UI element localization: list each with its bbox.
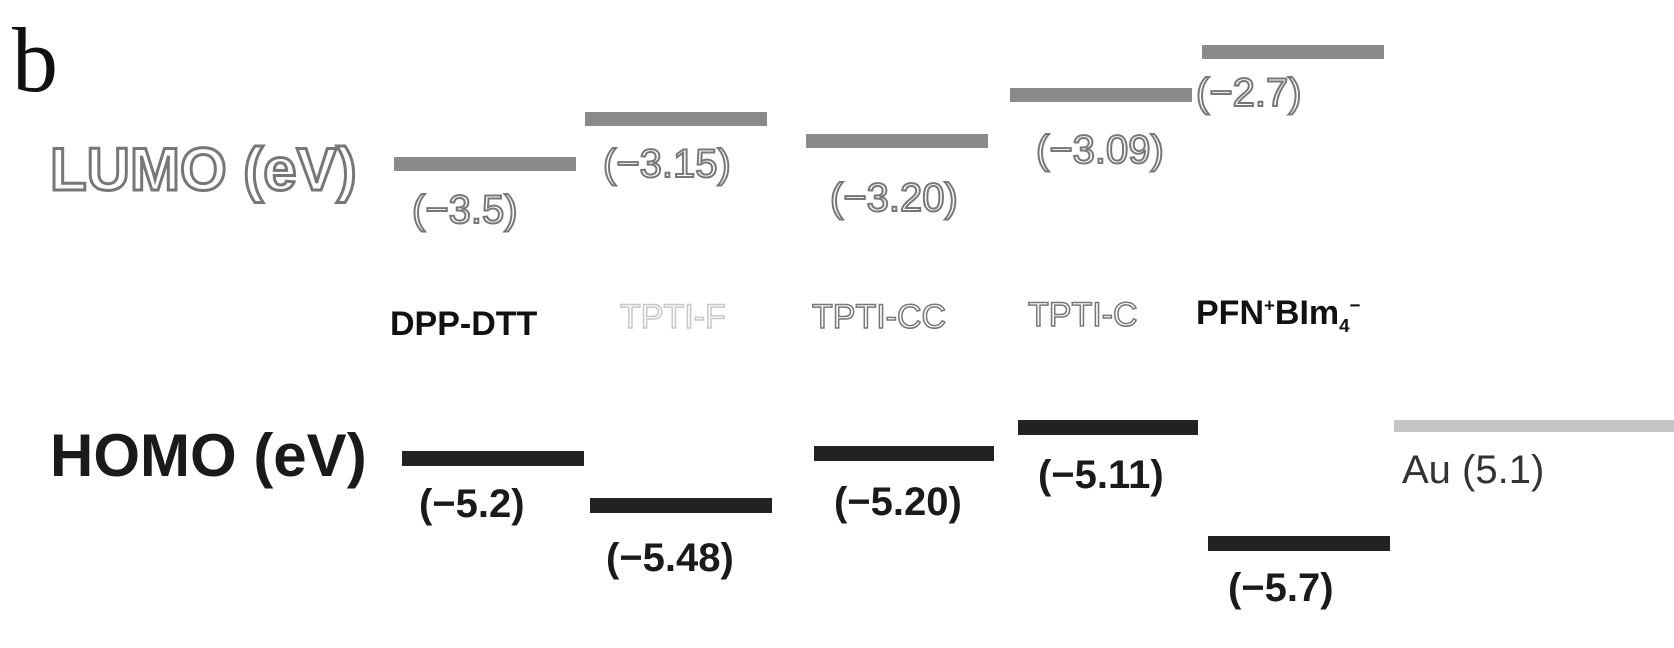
lumo-row-label: LUMO (eV) [50, 140, 357, 200]
homo-value-tpti-f: (−5.48) [606, 538, 734, 578]
homo-value-tpti-cc: (−5.20) [834, 482, 962, 522]
material-label-tpti-f: TPTI-F [620, 300, 726, 334]
homo-level-bar-pfn-bim4 [1208, 536, 1390, 551]
lumo-level-bar-pfn-bim4 [1202, 45, 1384, 59]
lumo-level-bar-tpti-c [1010, 88, 1192, 102]
lumo-level-bar-tpti-f [585, 112, 767, 126]
homo-level-bar-dpp-dtt [402, 451, 584, 466]
material-label-pfn-bim4: PFN+BIm4− [1196, 296, 1360, 336]
au-work-function-bar [1394, 420, 1674, 432]
material-label-tpti-cc: TPTI-CC [812, 300, 946, 334]
material-label-bim-subscript: 4 [1339, 315, 1349, 336]
lumo-value-dpp-dtt: (−3.5) [412, 190, 518, 230]
lumo-value-tpti-cc: (−3.20) [830, 178, 958, 218]
homo-value-tpti-c: (−5.11) [1038, 455, 1164, 495]
homo-value-dpp-dtt: (−5.2) [419, 484, 525, 524]
material-label-pfn-charge: + [1264, 295, 1275, 316]
homo-level-bar-tpti-cc [814, 446, 994, 461]
material-label-dpp-dtt: DPP-DTT [390, 307, 537, 341]
homo-value-pfn-bim4: (−5.7) [1228, 568, 1334, 608]
lumo-value-pfn-bim4: (−2.7) [1196, 73, 1302, 113]
au-work-function-label: Au (5.1) [1402, 450, 1544, 490]
homo-level-bar-tpti-c [1018, 420, 1198, 435]
homo-row-label: HOMO (eV) [50, 426, 367, 486]
material-label-tpti-c: TPTI-C [1028, 298, 1138, 332]
material-label-bim-part: BIm [1275, 294, 1339, 332]
lumo-level-bar-dpp-dtt [394, 157, 576, 171]
lumo-value-tpti-f: (−3.15) [603, 144, 731, 184]
material-label-bim-charge: − [1350, 295, 1361, 316]
lumo-level-bar-tpti-cc [806, 134, 988, 148]
panel-letter: b [12, 14, 58, 106]
lumo-value-tpti-c: (−3.09) [1036, 130, 1164, 170]
material-label-pfn-part: PFN [1196, 294, 1264, 332]
homo-level-bar-tpti-f [590, 498, 772, 513]
